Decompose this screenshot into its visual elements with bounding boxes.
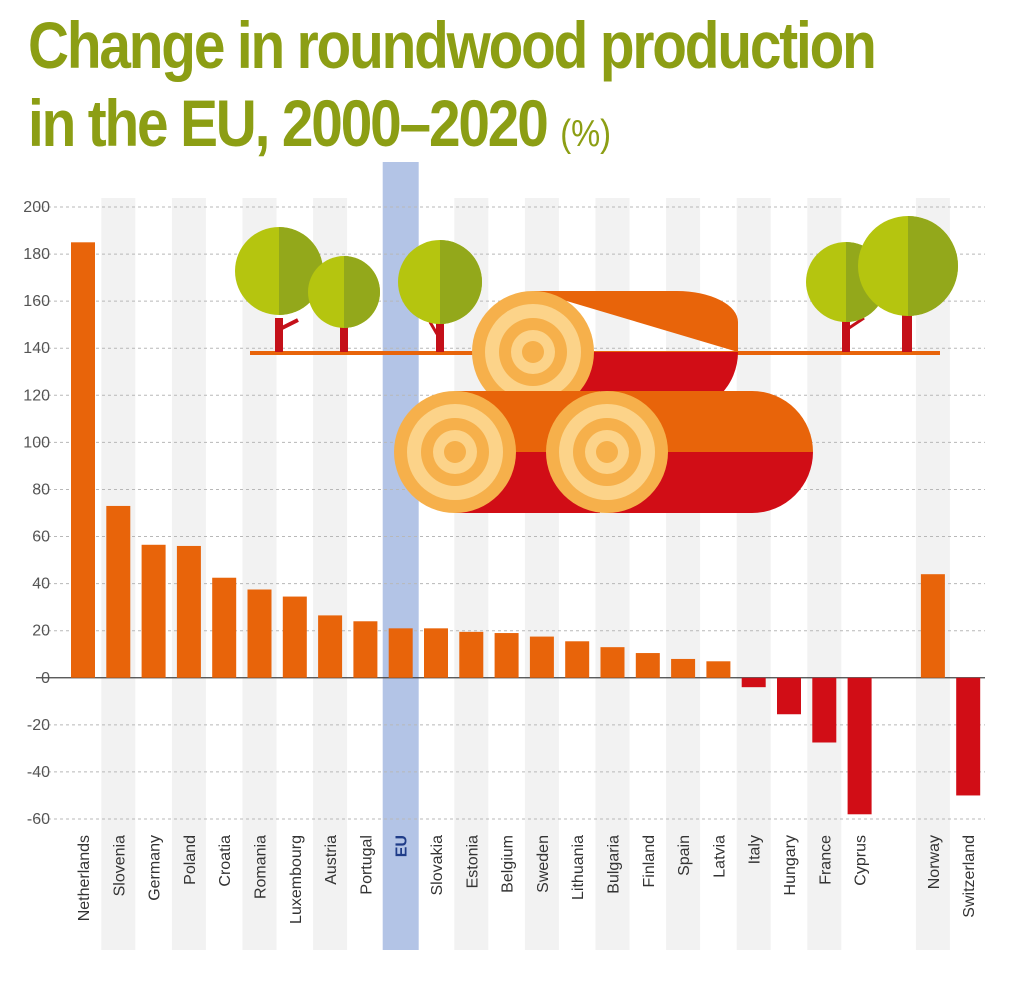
x-axis-labels: Netherlands Slovenia Germany Poland Croatia R… <box>76 835 978 924</box>
category-label: Sweden <box>535 835 552 893</box>
bars <box>71 242 981 815</box>
bar <box>71 242 95 678</box>
column-stripe <box>736 198 771 950</box>
bar <box>459 631 484 678</box>
category-label: Spain <box>676 835 693 876</box>
log-icon <box>546 391 813 513</box>
bar <box>212 577 237 678</box>
bar <box>318 615 343 678</box>
bar <box>741 677 766 688</box>
category-label: Lithuania <box>570 835 587 900</box>
tree-icon <box>398 240 482 352</box>
bar <box>388 628 413 678</box>
bar <box>106 505 131 678</box>
forest-illustration <box>235 216 958 513</box>
column-stripe <box>242 198 277 950</box>
bar <box>671 658 696 678</box>
y-tick-label: 140 <box>23 340 50 357</box>
category-label: Romania <box>253 835 270 899</box>
title-unit: (%) <box>560 113 612 155</box>
y-tick-label: 0 <box>41 670 50 687</box>
y-tick-label: -20 <box>27 717 50 734</box>
category-label: Bulgaria <box>606 835 623 894</box>
category-label: EU <box>394 835 411 857</box>
bar <box>600 647 625 678</box>
title-line-2: in the EU, 2000–2020 (%) <box>28 84 879 173</box>
y-tick-label: -60 <box>27 811 50 828</box>
category-label: Germany <box>147 835 164 901</box>
category-label: France <box>817 835 834 885</box>
category-label: Slovakia <box>429 835 446 896</box>
bar <box>141 544 166 678</box>
category-label: Latvia <box>711 835 728 878</box>
category-label: Hungary <box>782 835 799 895</box>
column-stripe <box>595 198 630 950</box>
title-line-2-text: in the EU, 2000–2020 <box>28 86 549 160</box>
bar <box>920 574 945 678</box>
y-tick-label: 180 <box>23 246 50 263</box>
bar <box>635 653 660 678</box>
y-tick-label: 60 <box>32 529 50 546</box>
category-label: Netherlands <box>76 835 93 921</box>
tree-icon <box>858 216 958 352</box>
category-label: Finland <box>641 835 658 887</box>
y-tick-label: 120 <box>23 387 50 404</box>
y-tick-label: -40 <box>27 764 50 781</box>
category-label: Portugal <box>358 835 375 895</box>
category-label: Switzerland <box>961 835 978 918</box>
category-label: Luxembourg <box>288 835 305 924</box>
category-label: Slovenia <box>111 835 128 896</box>
bar <box>529 636 554 678</box>
y-tick-label: 20 <box>32 623 50 640</box>
y-tick-label: 80 <box>32 481 50 498</box>
column-stripe <box>915 198 950 950</box>
title-line-1: Change in roundwood production <box>28 8 877 82</box>
category-label: Norway <box>926 835 943 889</box>
y-tick-label: 160 <box>23 293 50 310</box>
tree-icon <box>308 256 380 352</box>
bar <box>353 621 378 678</box>
category-label: Cyprus <box>853 835 870 886</box>
bar <box>282 596 307 678</box>
y-tick-label: 40 <box>32 576 50 593</box>
category-label: Italy <box>747 835 764 864</box>
bar <box>956 677 981 796</box>
bar <box>812 677 837 743</box>
bar <box>424 628 448 678</box>
bar <box>706 661 731 678</box>
category-label: Austria <box>323 835 340 885</box>
bar <box>494 633 519 678</box>
y-tick-label: 200 <box>23 199 50 216</box>
chart-title: Change in roundwood production in the EU… <box>28 6 879 173</box>
category-label: Croatia <box>217 835 234 887</box>
bar <box>176 545 201 678</box>
column-stripe <box>807 198 842 950</box>
bar <box>847 677 872 815</box>
bar <box>565 641 590 678</box>
y-tick-label: 100 <box>23 434 50 451</box>
category-label: Estonia <box>464 835 481 888</box>
category-label: Belgium <box>500 835 517 893</box>
bar <box>247 589 272 678</box>
bar <box>777 677 801 715</box>
category-label: Poland <box>182 835 199 885</box>
